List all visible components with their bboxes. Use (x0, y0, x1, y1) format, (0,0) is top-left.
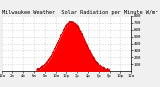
Text: Milwaukee Weather  Solar Radiation per Minute W/m² (Last 24 Hours): Milwaukee Weather Solar Radiation per Mi… (2, 10, 160, 15)
